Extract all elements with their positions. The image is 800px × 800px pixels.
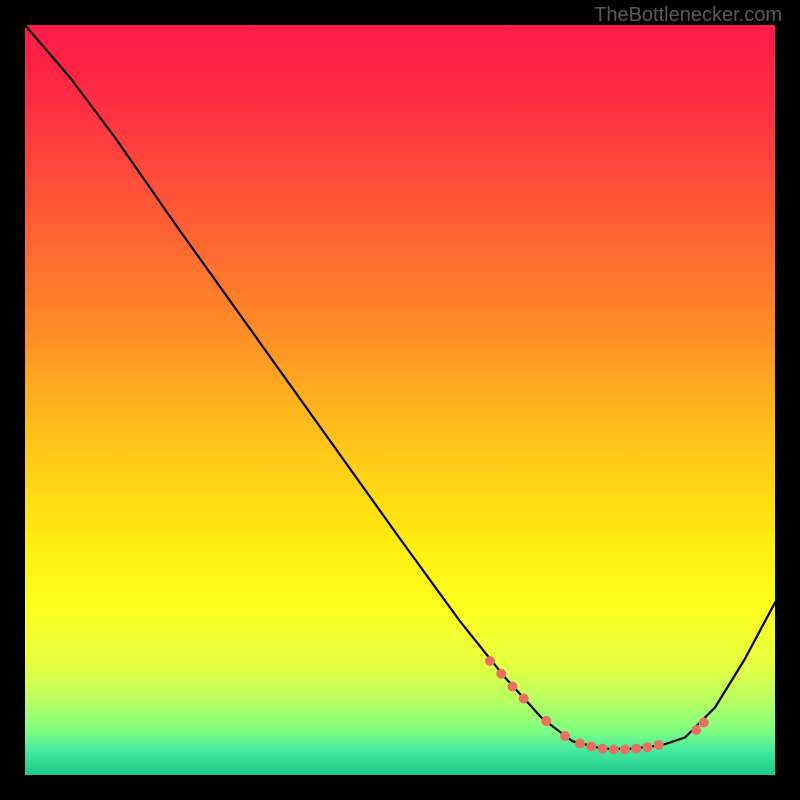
data-marker <box>541 716 551 726</box>
data-marker <box>508 682 518 692</box>
chart-background <box>25 25 775 775</box>
data-marker <box>631 744 641 754</box>
watermark-text: TheBottlenecker.com <box>594 4 782 27</box>
data-marker <box>519 694 529 704</box>
data-marker <box>496 669 506 679</box>
bottleneck-curve-chart <box>25 25 775 775</box>
data-marker <box>609 745 619 755</box>
data-marker <box>598 744 608 754</box>
data-marker <box>654 740 664 750</box>
data-marker <box>575 739 585 749</box>
data-marker <box>643 742 653 752</box>
data-marker <box>586 742 596 752</box>
data-marker <box>560 731 570 741</box>
chart-container <box>25 25 775 775</box>
data-marker <box>699 718 709 728</box>
data-marker <box>620 745 630 755</box>
data-marker <box>485 656 495 666</box>
data-marker <box>691 725 701 735</box>
